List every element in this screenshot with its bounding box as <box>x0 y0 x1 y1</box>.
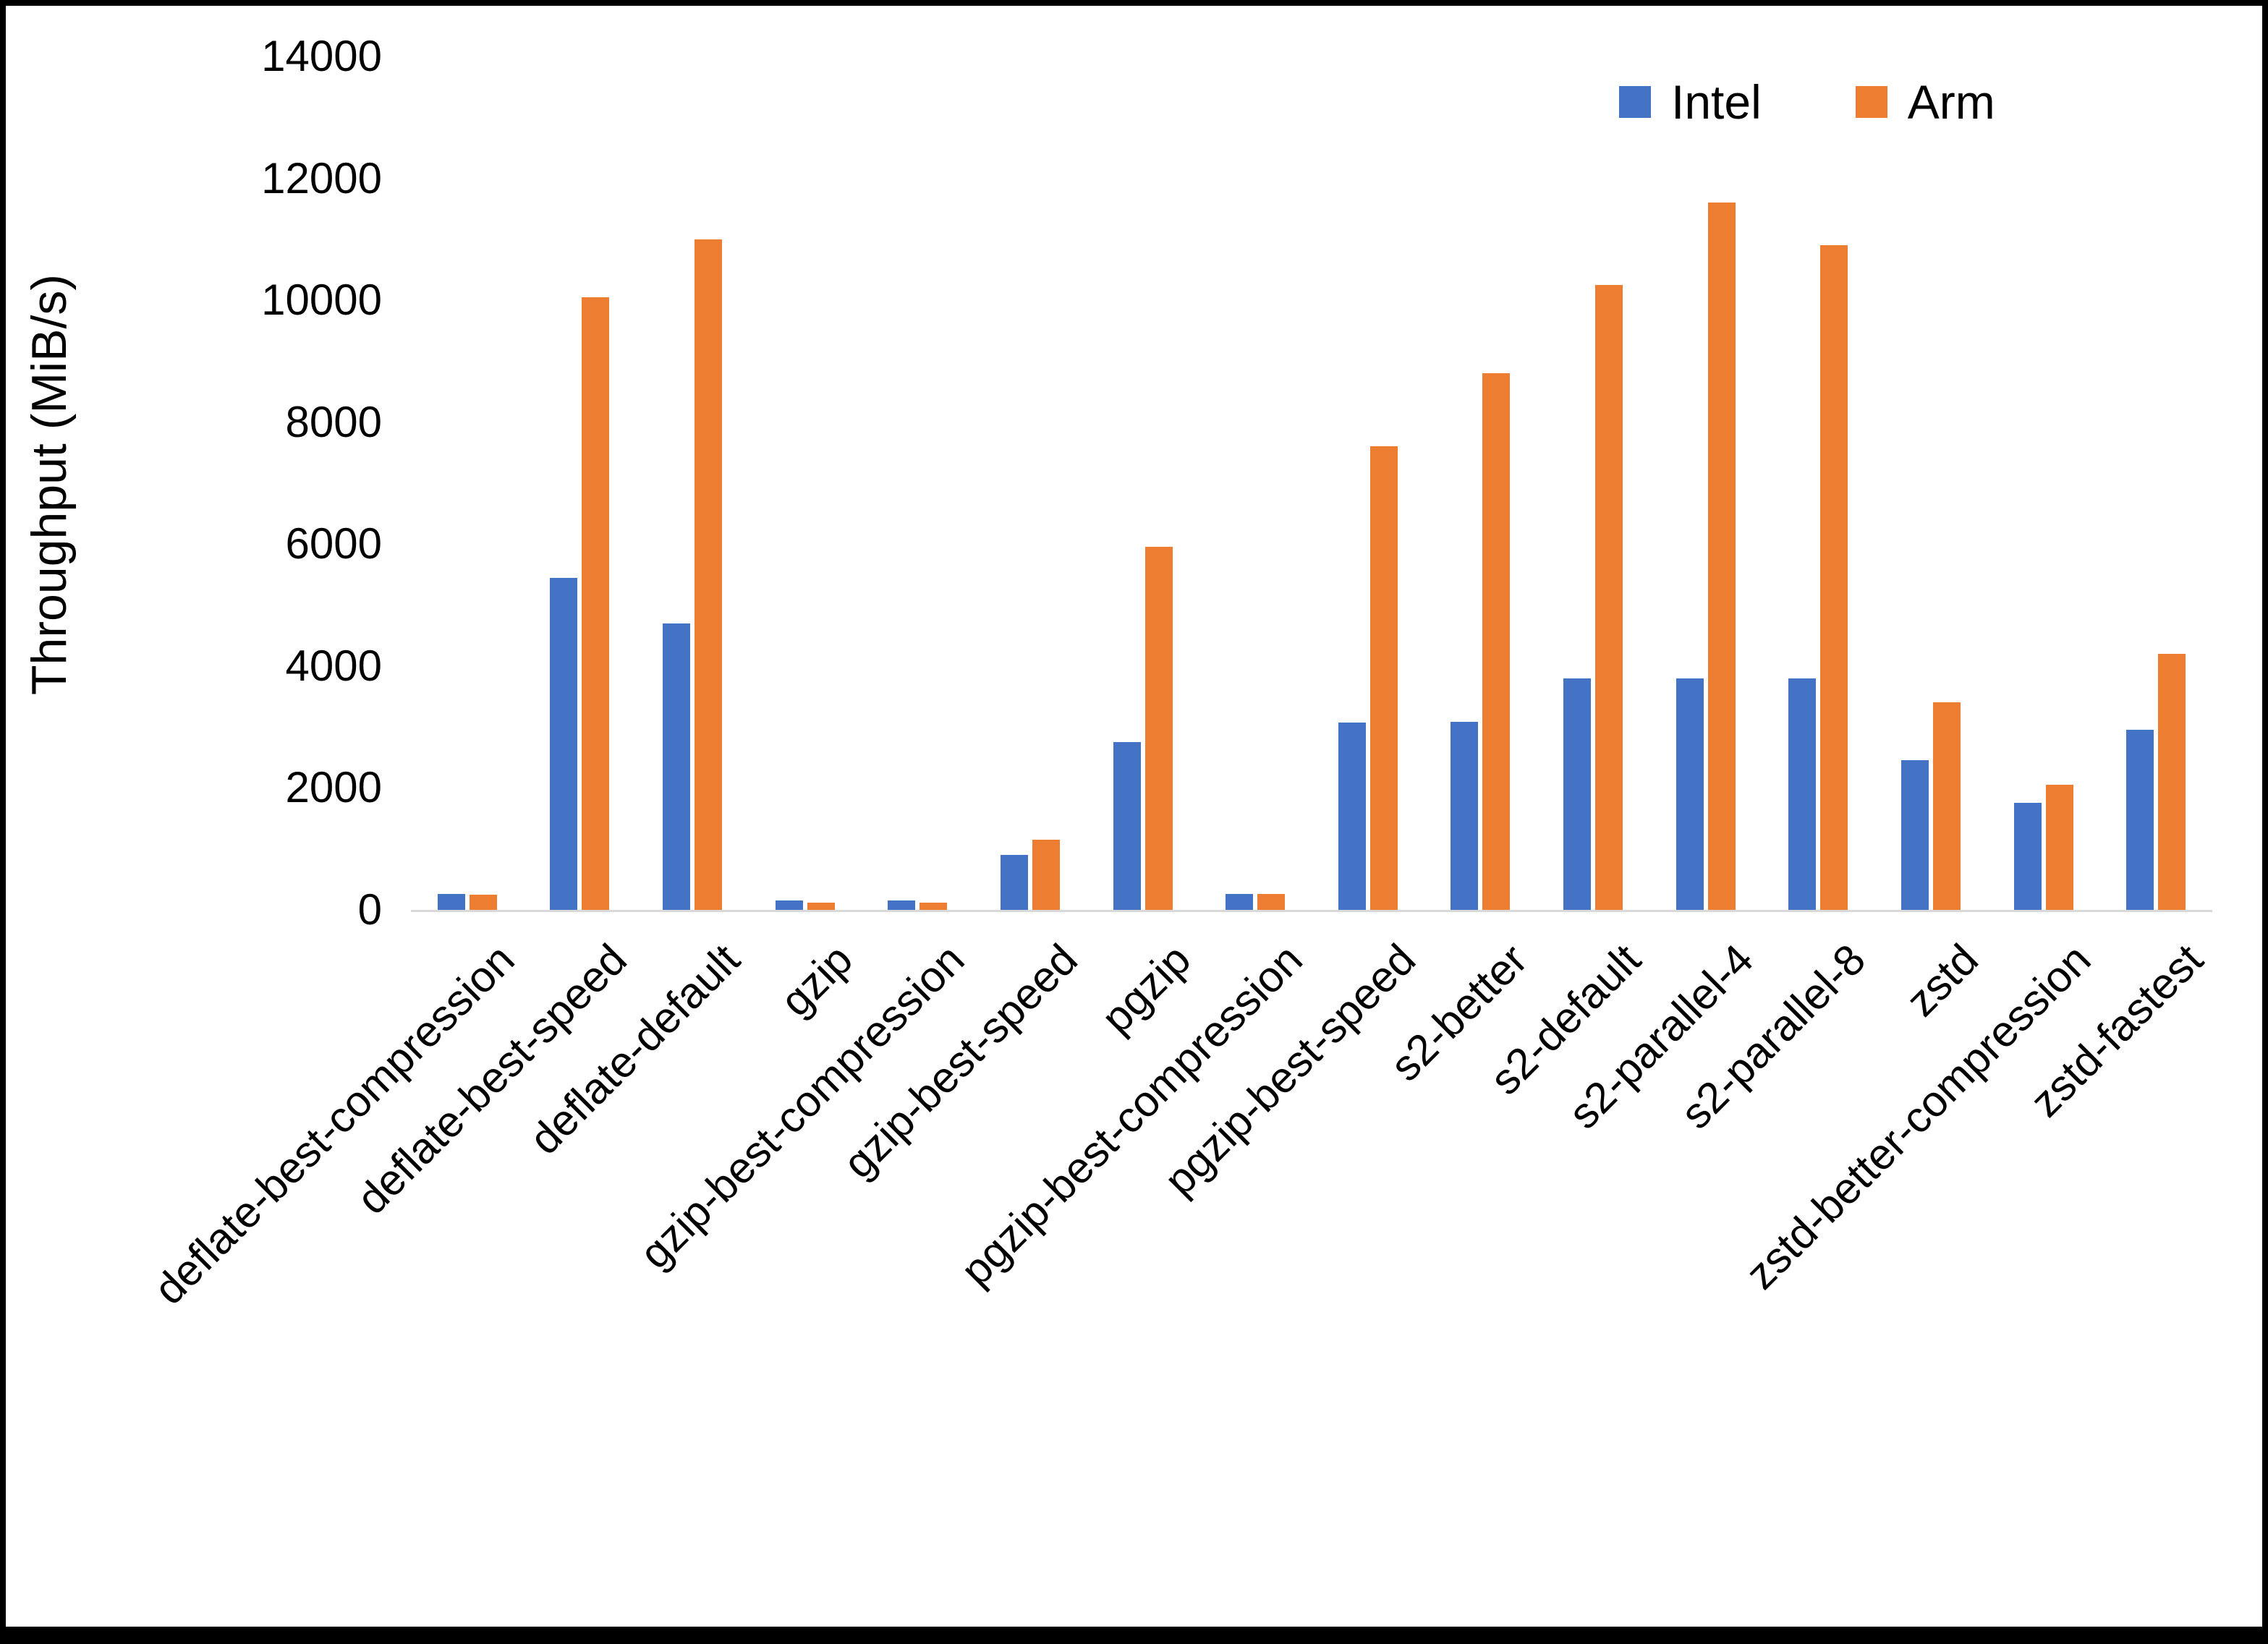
bar-intel-deflate-best-compression <box>438 894 465 910</box>
y-axis-tick-label: 8000 <box>285 398 382 446</box>
intel-legend-label: Intel <box>1671 75 1762 129</box>
bar-intel-s2-parallel-8 <box>1788 678 1816 910</box>
intel-legend-swatch <box>1619 86 1651 118</box>
bar-intel-zstd-fastest <box>2126 730 2154 910</box>
bar-intel-zstd-better-compression <box>2014 803 2042 910</box>
bar-intel-s2-default <box>1563 678 1591 910</box>
bar-arm-zstd-better-compression <box>2046 785 2073 910</box>
bar-intel-s2-parallel-4 <box>1676 678 1704 910</box>
bar-arm-s2-default <box>1595 285 1623 910</box>
bar-arm-gzip-best-speed <box>1032 840 1060 910</box>
bar-intel-s2-better <box>1451 722 1478 910</box>
plot-area: 0 2000 4000 6000 8000 10000 12000 14000 deflate-… <box>6 6 2262 1627</box>
y-axis-tick-label: 10000 <box>261 276 382 324</box>
bar-intel-deflate-default <box>663 623 690 910</box>
legend-item-intel: Intel <box>1619 74 1762 129</box>
bar-intel-deflate-best-speed <box>550 578 577 910</box>
y-axis-tick-label: 0 <box>357 885 382 934</box>
legend: Intel Arm <box>1619 74 1995 129</box>
bar-arm-deflate-best-speed <box>582 297 609 910</box>
bar-intel-pgzip-best-compression <box>1226 894 1253 910</box>
bar-arm-deflate-default <box>695 239 722 910</box>
y-axis-tick-label: 2000 <box>285 763 382 812</box>
bar-arm-gzip-best-compression <box>919 903 947 910</box>
chart-frame: Throughput (MiB/s) Intel Arm 0 2000 4000 60… <box>6 6 2262 1627</box>
bar-intel-gzip <box>776 900 803 910</box>
y-axis-tick-label: 6000 <box>285 519 382 568</box>
arm-legend-label: Arm <box>1907 75 1995 129</box>
bar-intel-gzip-best-compression <box>888 900 915 910</box>
category-label: zstd <box>1896 934 1987 1026</box>
y-axis-tick-label: 4000 <box>285 642 382 690</box>
bar-arm-pgzip-best-compression <box>1257 894 1285 910</box>
x-axis-line <box>411 910 2212 912</box>
bar-arm-pgzip-best-speed <box>1370 446 1398 910</box>
y-axis-tick-label: 12000 <box>261 154 382 203</box>
bar-arm-zstd-fastest <box>2158 654 2186 910</box>
bar-intel-pgzip-best-speed <box>1338 723 1366 910</box>
bar-arm-s2-better <box>1482 373 1510 910</box>
bar-arm-gzip <box>807 903 835 910</box>
bar-arm-zstd <box>1933 702 1961 910</box>
bar-intel-zstd <box>1901 760 1929 910</box>
bar-arm-s2-parallel-4 <box>1708 203 1736 910</box>
category-label: gzip <box>770 934 862 1026</box>
y-axis-tick-label: 14000 <box>261 32 382 80</box>
bar-intel-pgzip <box>1113 742 1141 910</box>
bar-arm-deflate-best-compression <box>470 895 497 910</box>
bar-intel-gzip-best-speed <box>1001 855 1028 910</box>
bar-arm-s2-parallel-8 <box>1820 245 1848 910</box>
bar-arm-pgzip <box>1145 547 1173 910</box>
legend-item-arm: Arm <box>1855 74 1995 129</box>
category-label: pgzip <box>1092 934 1199 1043</box>
arm-legend-swatch <box>1855 86 1887 118</box>
